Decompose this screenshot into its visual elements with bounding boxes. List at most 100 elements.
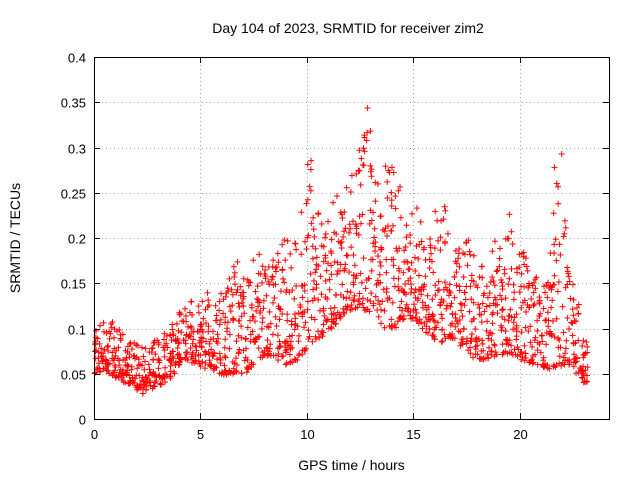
data-point [299, 294, 306, 301]
data-point [333, 315, 340, 322]
data-point [273, 323, 280, 330]
y-tick-label: 0.1 [68, 323, 86, 338]
data-point [142, 358, 149, 365]
data-point [119, 331, 126, 338]
data-point [399, 316, 406, 323]
data-point [269, 274, 276, 281]
data-point [155, 365, 162, 372]
data-point [353, 272, 360, 279]
data-point [249, 328, 256, 335]
data-point [244, 276, 251, 283]
data-point [294, 356, 301, 363]
data-point [409, 210, 416, 217]
data-point [561, 230, 568, 237]
data-point [382, 163, 389, 170]
data-point [411, 301, 418, 308]
data-point [324, 260, 331, 267]
data-point [459, 341, 466, 348]
data-point [200, 315, 207, 322]
data-point [199, 298, 206, 305]
data-point [308, 157, 315, 164]
data-point [280, 275, 287, 282]
data-point [296, 332, 303, 339]
data-point [175, 361, 182, 368]
data-point [110, 369, 117, 376]
data-point [575, 337, 582, 344]
data-point [276, 338, 283, 345]
data-point [564, 315, 571, 322]
data-point [479, 300, 486, 307]
data-point [286, 333, 293, 340]
data-point [348, 244, 355, 251]
data-point [539, 338, 546, 345]
data-point [169, 353, 176, 360]
data-point [532, 334, 539, 341]
data-point [556, 353, 563, 360]
data-point [491, 238, 498, 245]
data-point [388, 164, 395, 171]
data-point [137, 384, 144, 391]
data-point [350, 279, 357, 286]
data-point [346, 221, 353, 228]
data-point [432, 208, 439, 215]
data-point [139, 390, 146, 397]
data-point [432, 292, 439, 299]
data-point [232, 281, 239, 288]
data-point [441, 238, 448, 245]
data-point [361, 307, 368, 314]
data-point [522, 255, 529, 262]
data-point [306, 333, 313, 340]
data-point [146, 366, 153, 373]
data-point [530, 289, 537, 296]
data-point [201, 365, 208, 372]
data-point [265, 324, 272, 331]
data-point [126, 354, 133, 361]
data-point [575, 310, 582, 317]
data-point [283, 346, 290, 353]
data-point [437, 234, 444, 241]
data-point [337, 240, 344, 247]
data-point [337, 314, 344, 321]
data-point [466, 308, 473, 315]
data-point [439, 326, 446, 333]
data-point [269, 331, 276, 338]
data-point [210, 352, 217, 359]
data-point [580, 354, 587, 361]
data-point [255, 303, 262, 310]
data-point [291, 356, 298, 363]
data-point [260, 305, 267, 312]
data-point [126, 340, 133, 347]
data-point [420, 246, 427, 253]
data-point [460, 274, 467, 281]
data-point [459, 313, 466, 320]
data-point [481, 308, 488, 315]
data-point [410, 307, 417, 314]
data-point [478, 319, 485, 326]
data-point [212, 363, 219, 370]
data-point [128, 366, 135, 373]
data-point [356, 167, 363, 174]
data-point [355, 167, 362, 174]
data-point [351, 262, 358, 269]
data-point [229, 291, 236, 298]
data-point [357, 270, 364, 277]
data-point [508, 342, 515, 349]
data-point [383, 256, 390, 263]
data-point [272, 264, 279, 271]
data-point [461, 251, 468, 258]
data-point [388, 316, 395, 323]
data-point [297, 304, 304, 311]
data-point [399, 307, 406, 314]
data-point [426, 325, 433, 332]
data-point [505, 312, 512, 319]
data-point [214, 356, 221, 363]
data-point [322, 230, 329, 237]
data-point [206, 302, 213, 309]
data-point [501, 270, 508, 277]
data-point [342, 261, 349, 268]
data-point [243, 335, 250, 342]
data-point [384, 232, 391, 239]
data-point [364, 306, 371, 313]
data-point [161, 353, 168, 360]
data-point [510, 319, 517, 326]
